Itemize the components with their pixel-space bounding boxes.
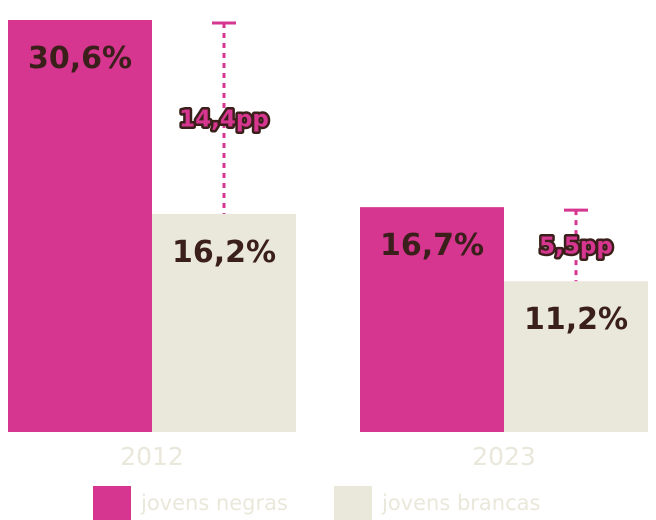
- bar-negras-2012: [8, 20, 152, 432]
- bar-chart: 30,6% 16,2% 14,4pp 2012 16,7% 11,2% 5,5pp 2023: [8, 20, 648, 471]
- difference-label-2012: 14,4pp: [179, 106, 269, 132]
- legend-swatch-negras: [93, 486, 131, 520]
- bar-negras-2023: [360, 207, 504, 432]
- legend-swatch-brancas: [334, 486, 372, 520]
- data-label-brancas-2012: 16,2%: [172, 235, 276, 270]
- category-label-2023: 2023: [472, 442, 536, 471]
- bar-brancas-2023: [504, 281, 648, 432]
- data-label-negras-2023: 16,7%: [380, 228, 484, 263]
- difference-label-2023: 5,5pp: [539, 234, 613, 260]
- legend: jovens negras jovens brancas: [0, 486, 656, 520]
- legend-item-negras: jovens negras: [93, 486, 288, 520]
- bar-brancas-2012: [152, 213, 296, 432]
- category-label-2012: 2012: [120, 442, 184, 471]
- legend-label-brancas: jovens brancas: [382, 491, 541, 515]
- data-label-negras-2012: 30,6%: [28, 41, 132, 76]
- data-label-brancas-2023: 11,2%: [524, 302, 628, 337]
- legend-label-negras: jovens negras: [141, 491, 288, 515]
- legend-item-brancas: jovens brancas: [334, 486, 540, 520]
